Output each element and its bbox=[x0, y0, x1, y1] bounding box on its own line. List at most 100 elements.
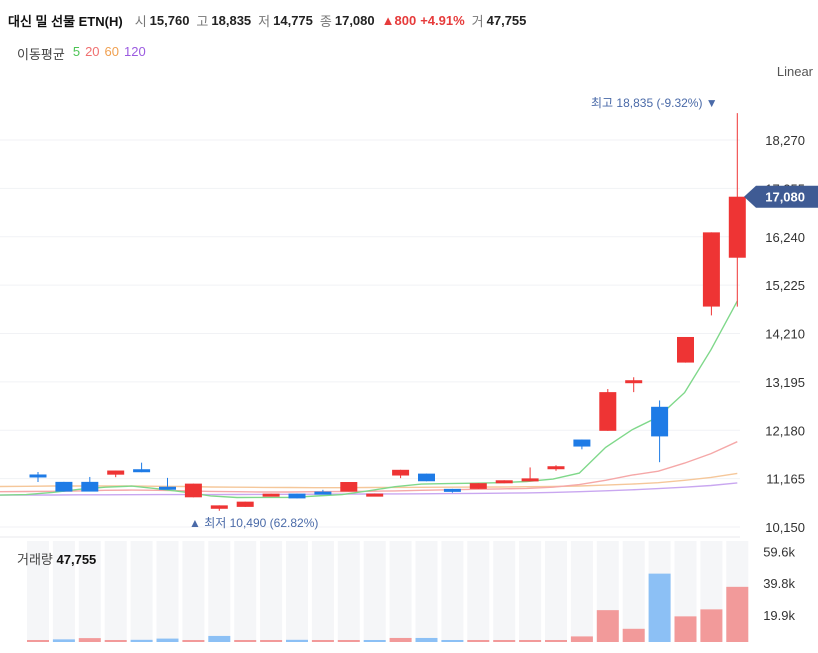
volume-panel-title: 거래량 bbox=[17, 552, 53, 567]
volume-bar bbox=[363, 640, 386, 642]
volume-bar bbox=[467, 640, 490, 642]
volume-column-bg bbox=[78, 541, 101, 642]
candle-body bbox=[236, 501, 254, 507]
volume-bar bbox=[545, 640, 567, 642]
volume-bar bbox=[519, 640, 542, 642]
volume-label: 거 bbox=[471, 13, 484, 29]
ma5-legend[interactable]: 5 bbox=[72, 44, 81, 59]
candle-body bbox=[573, 439, 591, 447]
volume-bar bbox=[260, 640, 283, 642]
volume-column-bg bbox=[363, 541, 386, 642]
low-label: 저 bbox=[258, 13, 271, 29]
candle-body bbox=[107, 470, 125, 475]
candle-body bbox=[29, 474, 47, 478]
candle-body bbox=[184, 483, 202, 498]
volume-column-bg bbox=[545, 541, 567, 642]
volume-column-bg bbox=[311, 541, 334, 642]
close-label: 종 bbox=[319, 13, 332, 29]
change-value: 800 bbox=[394, 12, 417, 28]
volume-column-bg bbox=[337, 541, 360, 642]
volume-bar bbox=[182, 640, 205, 642]
volume-column-bg bbox=[467, 541, 490, 642]
volume-bar bbox=[726, 586, 749, 642]
volume-tick-label: 19.9k bbox=[763, 608, 795, 623]
candle-body bbox=[702, 232, 720, 307]
price-tick-label: 11,165 bbox=[766, 472, 805, 487]
volume-column-bg bbox=[622, 541, 645, 642]
volume-bar bbox=[104, 640, 127, 642]
ma120-legend[interactable]: 120 bbox=[124, 44, 146, 59]
volume-bar bbox=[441, 640, 464, 642]
candle-body bbox=[366, 493, 384, 497]
candle-body bbox=[547, 466, 565, 470]
volume-bar bbox=[78, 638, 101, 642]
candle-body bbox=[159, 486, 176, 490]
volume-bar bbox=[389, 637, 412, 642]
candle-body bbox=[728, 196, 746, 258]
candle-body bbox=[443, 488, 461, 492]
volume-bar bbox=[208, 635, 231, 642]
price-tick-label: 15,225 bbox=[765, 278, 805, 293]
volume-bar bbox=[700, 609, 723, 642]
ma20-legend[interactable]: 20 bbox=[85, 44, 100, 59]
candle-body bbox=[521, 478, 539, 482]
volume-panel-label: 거래량 47,755 bbox=[17, 549, 96, 568]
volume-bar bbox=[311, 640, 334, 642]
volume-bar bbox=[337, 640, 360, 642]
low-annotation: ▲ 최저 10,490 (62.82%) bbox=[189, 516, 318, 530]
volume-bar bbox=[52, 639, 75, 642]
volume-tick-label: 39.8k bbox=[763, 576, 795, 591]
volume-column-bg bbox=[260, 541, 283, 642]
candle-body bbox=[340, 482, 358, 492]
volume-column-bg bbox=[415, 541, 438, 642]
volume-tick-label: 59.6k bbox=[763, 544, 795, 559]
candle-body bbox=[133, 469, 151, 473]
volume-column-bg bbox=[156, 541, 179, 642]
moving-average-legend: 이동평균 5 20 60 120 bbox=[17, 44, 146, 63]
candle-body bbox=[651, 406, 669, 437]
candle-body bbox=[625, 380, 643, 384]
price-tick-label: 13,195 bbox=[765, 375, 805, 390]
low-value: 14,775 bbox=[273, 12, 313, 28]
current-price-label: 17,080 bbox=[765, 190, 805, 205]
chart-header: 대신 밀 선물 ETN(H) 시 15,760 고 18,835 저 14,77… bbox=[8, 10, 533, 30]
volume-column-bg bbox=[104, 541, 127, 642]
high-annotation: 최고 18,835 (-9.32%) ▼ bbox=[591, 96, 718, 110]
change-arrow: ▲ bbox=[381, 12, 395, 28]
volume-column-bg bbox=[389, 541, 412, 642]
high-value: 18,835 bbox=[211, 12, 252, 28]
candle-body bbox=[392, 469, 410, 476]
volume-bar bbox=[570, 636, 593, 642]
price-tick-label: 12,180 bbox=[765, 423, 805, 438]
candle-body bbox=[210, 505, 228, 509]
volume-panel-value: 47,755 bbox=[56, 552, 97, 567]
volume-column-bg bbox=[208, 541, 231, 642]
candle-body bbox=[495, 480, 513, 484]
volume-bar bbox=[156, 638, 179, 642]
instrument-title: 대신 밀 선물 ETN(H) bbox=[8, 13, 123, 29]
price-tick-label: 18,270 bbox=[765, 133, 805, 148]
volume-bar bbox=[648, 573, 671, 642]
candle-body bbox=[314, 491, 332, 495]
open-label: 시 bbox=[134, 13, 147, 29]
scale-mode-toggle[interactable]: Linear bbox=[776, 64, 813, 79]
ma60-legend[interactable]: 60 bbox=[104, 44, 120, 59]
volume-column-bg bbox=[52, 541, 75, 642]
open-value: 15,760 bbox=[149, 12, 190, 28]
candle-body bbox=[262, 493, 280, 497]
volume-column-bg bbox=[441, 541, 464, 642]
candle-body bbox=[677, 336, 694, 363]
close-value: 17,080 bbox=[334, 12, 375, 28]
volume-column-bg bbox=[27, 541, 49, 642]
volume-column-bg bbox=[234, 541, 257, 642]
candle-body bbox=[418, 473, 435, 482]
volume-bar bbox=[674, 616, 697, 642]
volume-column-bg bbox=[182, 541, 205, 642]
volume-value: 47,755 bbox=[486, 12, 527, 28]
candle-body bbox=[288, 493, 306, 499]
volume-bar bbox=[415, 637, 438, 642]
candle-body bbox=[81, 481, 99, 492]
volume-bar bbox=[234, 640, 257, 642]
volume-bar bbox=[493, 640, 516, 642]
